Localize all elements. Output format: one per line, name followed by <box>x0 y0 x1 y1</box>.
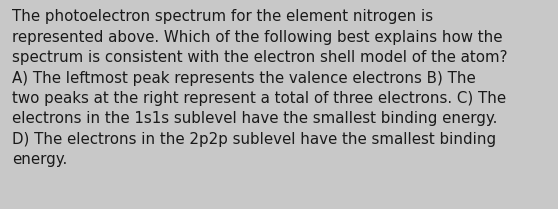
Text: The photoelectron spectrum for the element nitrogen is
represented above. Which : The photoelectron spectrum for the eleme… <box>12 9 508 167</box>
